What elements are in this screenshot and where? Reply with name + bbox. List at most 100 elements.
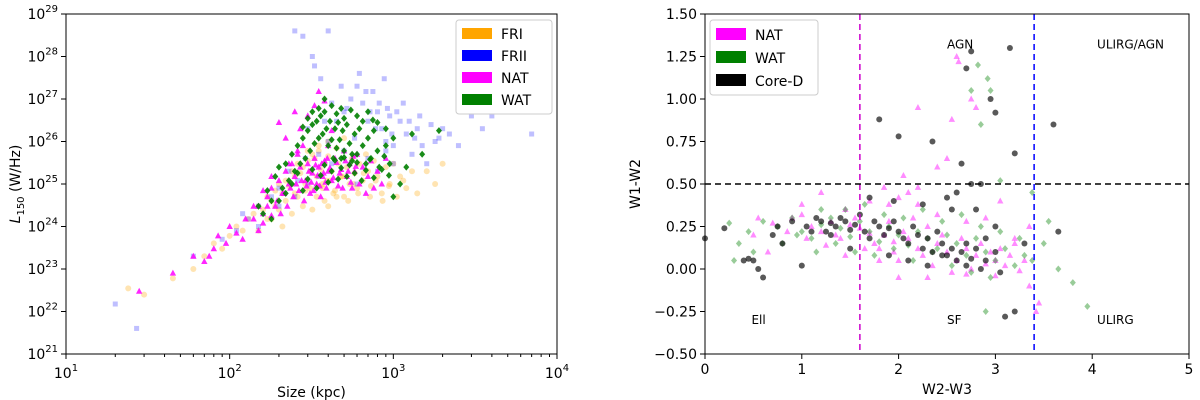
point-core-d: [837, 215, 844, 221]
point-frii: [316, 151, 322, 157]
point-wat: [397, 180, 404, 188]
point-frii: [446, 131, 452, 137]
point-frii: [356, 70, 362, 76]
point-core-d: [885, 252, 892, 259]
point-core-d: [905, 240, 912, 247]
point-nat: [264, 193, 271, 200]
point-core-d: [876, 223, 883, 230]
point-wat: [982, 248, 989, 256]
point-nat: [914, 104, 922, 110]
point-nat: [268, 184, 275, 191]
point-core-d: [861, 228, 868, 235]
point-wat: [341, 147, 348, 155]
point-nat: [336, 169, 343, 176]
region-label-ell: Ell: [751, 313, 765, 327]
point-wat: [939, 217, 946, 225]
point-wat: [798, 228, 805, 236]
point-wat: [745, 228, 752, 236]
point-wat: [359, 142, 366, 150]
y-tick-label: 1022: [27, 302, 58, 321]
point-wat: [347, 106, 354, 114]
point-core-d: [760, 274, 767, 281]
series-wat: [726, 61, 1091, 315]
point-core-d: [750, 257, 757, 264]
x-tick-label: 1: [797, 362, 806, 378]
x-tick-label: 102: [218, 363, 242, 382]
point-nat: [905, 234, 912, 241]
point-wat: [958, 211, 965, 219]
point-frii: [529, 131, 535, 137]
point-nat: [832, 231, 839, 238]
point-nat: [210, 245, 218, 252]
point-nat: [895, 257, 902, 263]
point-fri: [315, 147, 322, 154]
point-nat: [958, 234, 965, 241]
point-nat: [938, 231, 946, 238]
point-wat: [382, 125, 389, 133]
point-wat: [328, 136, 335, 144]
point-wat: [302, 154, 309, 162]
point-core-d: [827, 220, 834, 227]
point-nat: [905, 189, 912, 195]
point-wat: [333, 110, 340, 118]
point-nat: [293, 180, 300, 187]
point-nat: [1011, 234, 1018, 241]
point-nat: [890, 238, 897, 245]
point-wat: [984, 75, 991, 83]
point-wat: [321, 161, 328, 169]
y-tick-label: 1.00: [666, 92, 697, 108]
point-nat: [982, 214, 989, 221]
point-frii: [403, 131, 409, 137]
point-nat: [233, 229, 240, 236]
point-nat: [968, 95, 975, 102]
point-core-d: [973, 245, 980, 252]
point-nat: [750, 231, 757, 238]
point-core-d: [745, 255, 752, 262]
point-wat: [1011, 262, 1018, 270]
point-frii: [341, 109, 347, 115]
point-wat: [299, 123, 306, 131]
point-frii: [338, 83, 344, 89]
point-fri: [233, 223, 240, 230]
point-fri: [299, 203, 306, 210]
point-wat: [977, 223, 984, 230]
point-wat: [881, 211, 888, 219]
point-fri: [414, 190, 421, 197]
point-nat: [992, 257, 999, 263]
y-tick-label: 1024: [27, 217, 58, 236]
point-core-d: [939, 252, 946, 259]
point-fri: [354, 185, 361, 192]
point-frii: [300, 33, 306, 39]
point-core-d: [982, 235, 989, 242]
point-wat: [351, 169, 358, 177]
point-nat: [934, 211, 941, 218]
point-wat: [973, 234, 980, 242]
point-wat: [997, 228, 1004, 236]
point-nat: [817, 189, 825, 195]
point-wat: [341, 114, 348, 122]
point-wat: [304, 114, 311, 122]
point-nat: [206, 252, 213, 259]
point-frii: [352, 135, 358, 141]
point-wat: [876, 238, 883, 246]
point-nat: [948, 268, 956, 275]
x-tick-label: 0: [701, 362, 710, 378]
point-wat: [323, 125, 330, 133]
point-wat: [435, 127, 442, 135]
point-fri: [169, 275, 176, 282]
point-frii: [406, 118, 412, 124]
point-frii: [325, 28, 331, 34]
point-core-d: [968, 181, 975, 187]
point-wat: [335, 118, 342, 126]
point-core-d: [818, 218, 825, 225]
point-fri: [219, 245, 226, 252]
point-wat: [313, 117, 320, 125]
point-nat: [259, 219, 267, 226]
point-fri: [201, 253, 208, 260]
point-nat: [987, 248, 994, 255]
x-tick-label: 3: [991, 362, 1000, 378]
point-core-d: [866, 235, 873, 242]
point-nat: [317, 193, 324, 200]
point-core-d: [881, 232, 888, 238]
